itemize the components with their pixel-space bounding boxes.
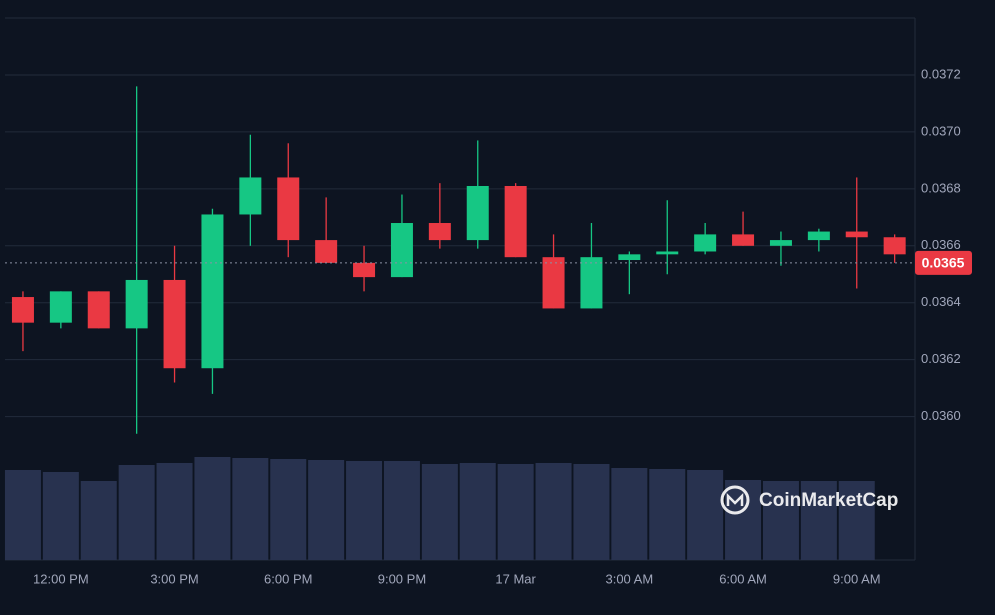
volume-layer: [4, 457, 875, 560]
volume-bar: [80, 481, 117, 560]
x-tick-label: 9:00 PM: [378, 571, 426, 586]
candle-body: [504, 185, 527, 258]
candle-body: [845, 231, 868, 238]
candle-body: [732, 234, 755, 246]
candle-body: [428, 223, 451, 241]
y-tick-label: 0.0372: [921, 66, 961, 81]
volume-bar: [346, 461, 383, 560]
y-tick-label: 0.0368: [921, 180, 961, 195]
watermark-logo: [726, 492, 744, 506]
volume-bar: [308, 460, 345, 560]
x-tick-label: 3:00 PM: [150, 571, 198, 586]
candle-layer: [11, 86, 906, 434]
x-tick-label: 12:00 PM: [33, 571, 89, 586]
volume-bar: [535, 463, 572, 560]
volume-bar: [687, 470, 724, 560]
candle-body: [618, 254, 641, 261]
watermark-logo: [720, 485, 750, 515]
volume-bar: [4, 470, 41, 560]
volume-bar: [611, 468, 648, 560]
x-tick-label: 17 Mar: [495, 571, 536, 586]
candle-body: [353, 262, 376, 278]
volume-bar: [421, 464, 458, 560]
volume-bar: [762, 481, 799, 560]
x-tick-label: 9:00 AM: [833, 571, 881, 586]
volume-bar: [838, 481, 875, 560]
candle-body: [542, 257, 565, 309]
candle-body: [87, 291, 110, 329]
y-tick-label: 0.0364: [921, 294, 961, 309]
volume-bar: [232, 458, 269, 560]
volume-bar: [725, 480, 762, 560]
candle-body: [656, 251, 679, 255]
volume-bar: [497, 464, 534, 560]
candle-body: [125, 279, 148, 329]
overlay-layer: 0.0360 0.0362 0.0364 0.0366 0.0368 0.0370 0.03…: [5, 66, 972, 586]
candle-body: [315, 240, 338, 263]
volume-bar: [270, 459, 307, 560]
candle-body: [466, 185, 489, 241]
volume-bar: [42, 472, 79, 560]
candle-body: [390, 223, 413, 278]
volume-bar: [800, 481, 837, 560]
y-tick-label: 0.0366: [921, 237, 961, 252]
x-tick-label: 3:00 AM: [605, 571, 653, 586]
y-tick-label: 0.0370: [921, 123, 961, 138]
candle-body: [694, 234, 717, 252]
x-tick-label: 6:00 PM: [264, 571, 312, 586]
candle-body: [239, 177, 262, 215]
watermark: CoinMarketCap: [720, 485, 898, 515]
current-price-label: 0.0365: [922, 255, 965, 271]
y-tick-label: 0.0360: [921, 408, 961, 423]
candle-body: [201, 214, 224, 369]
candle-body: [769, 240, 792, 246]
grid-layer: [5, 74, 915, 418]
candle-body: [580, 257, 603, 309]
watermark-text: CoinMarketCap: [759, 490, 898, 511]
y-tick-label: 0.0362: [921, 351, 961, 366]
candle-body: [163, 279, 186, 369]
volume-bar: [573, 464, 610, 560]
volume-bar: [194, 457, 231, 560]
candle-body: [807, 231, 830, 241]
current-price-badge: [915, 250, 972, 275]
volume-bar: [156, 463, 193, 560]
candle-body: [49, 291, 72, 323]
candle-body: [883, 237, 906, 255]
volume-bar: [459, 463, 496, 560]
volume-bar: [383, 461, 420, 560]
candle-body: [11, 297, 34, 323]
volume-bar: [118, 465, 155, 560]
candle-body: [277, 177, 300, 241]
x-tick-label: 6:00 AM: [719, 571, 767, 586]
volume-bar: [649, 469, 686, 560]
